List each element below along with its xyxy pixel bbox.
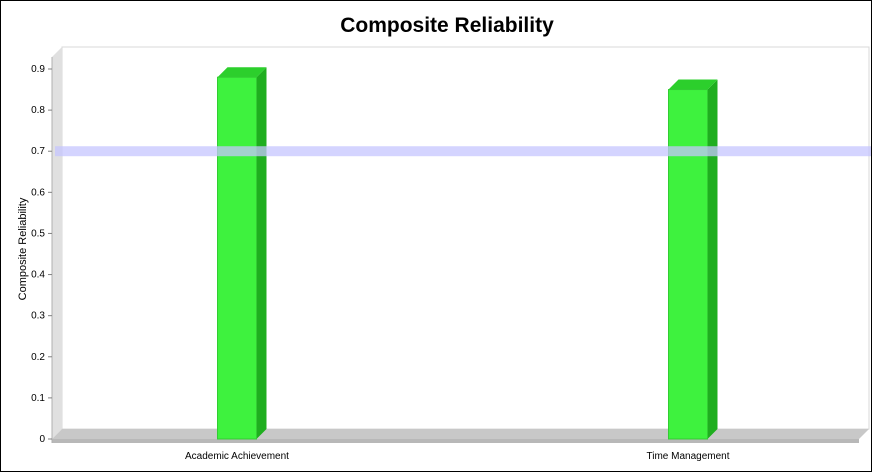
plot-floor — [52, 429, 869, 439]
reference-line — [55, 146, 871, 157]
bar-side — [707, 79, 718, 440]
y-tick-label: 0.5 — [31, 228, 45, 239]
y-tick-label: 0.8 — [31, 105, 45, 116]
x-category-label: Academic Achievement — [185, 451, 289, 462]
y-tick-label: 0.6 — [31, 187, 45, 198]
bar — [217, 76, 257, 440]
y-tick-label: 0.4 — [31, 270, 45, 281]
plot-side-wall — [52, 47, 62, 439]
bar-side — [256, 67, 267, 439]
plot-area: 0 0.1 0.2 0.3 0.4 0.5 0.6 0.7 0.8 0.9 Academic Ach… — [31, 46, 871, 462]
y-tick-label: 0.2 — [31, 352, 45, 363]
y-tick-label: 0.7 — [31, 146, 45, 157]
y-tick-label: 0.9 — [31, 64, 45, 75]
plot-back-wall — [61, 46, 870, 430]
plot-floor-edge — [52, 439, 859, 443]
x-category-label: Time Management — [647, 451, 730, 462]
bar-top — [668, 79, 718, 90]
chart-title: Composite Reliability — [340, 14, 554, 37]
y-tick-label: 0 — [39, 434, 45, 445]
y-tick-label: 0.3 — [31, 311, 45, 322]
bar-top — [217, 67, 267, 78]
y-tick-label: 0.1 — [31, 393, 45, 404]
bar — [668, 89, 708, 440]
y-axis-label: Composite Reliability — [17, 197, 29, 300]
